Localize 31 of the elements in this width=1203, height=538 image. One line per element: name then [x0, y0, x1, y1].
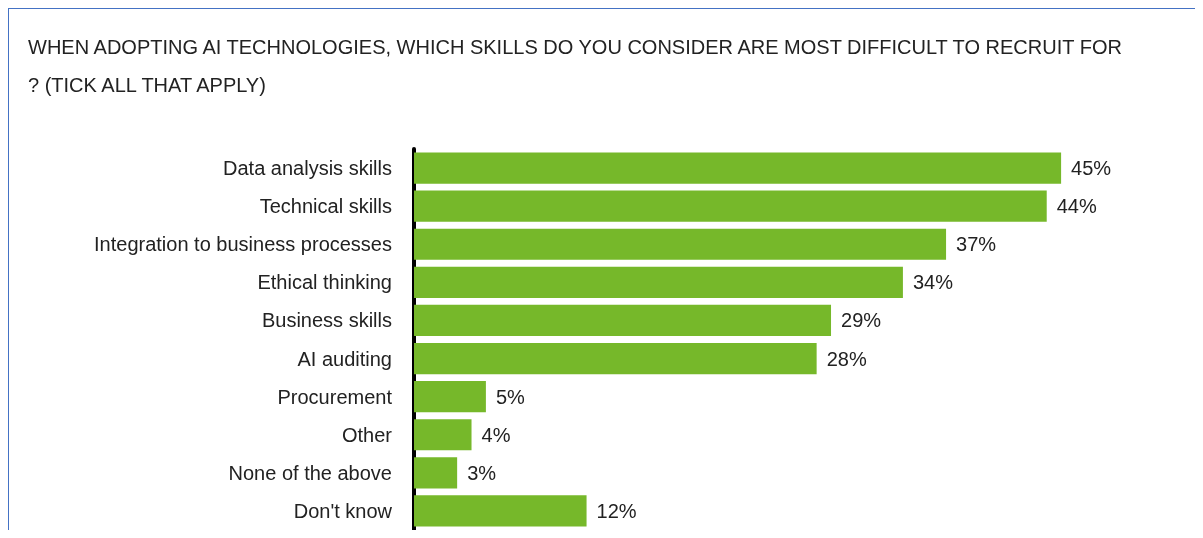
bar — [414, 152, 1062, 184]
bar — [414, 228, 947, 260]
data-label: 45% — [1071, 157, 1112, 180]
y-tick-label: AI auditing — [297, 347, 392, 370]
y-tick-label: Don't know — [293, 499, 393, 522]
data-label: 29% — [841, 309, 882, 332]
bar — [414, 266, 903, 298]
bar — [414, 381, 486, 413]
bar — [414, 304, 832, 337]
data-label: 44% — [1056, 195, 1097, 218]
y-tick-label: Other — [341, 423, 393, 446]
data-label: 12% — [596, 499, 637, 522]
bar — [414, 419, 472, 451]
y-tick-label: Procurement — [277, 385, 393, 408]
data-label: 34% — [912, 271, 954, 294]
y-tick-label: Ethical thinking — [257, 271, 392, 294]
data-label: 3% — [467, 461, 497, 484]
data-label: 28% — [826, 347, 867, 370]
bar — [414, 342, 817, 375]
data-label: 4% — [481, 423, 511, 446]
data-label: 5% — [495, 385, 526, 408]
data-label: 37% — [956, 233, 997, 256]
bar — [414, 457, 458, 489]
y-tick-label: Business skills — [261, 309, 392, 332]
y-tick-label: None of the above — [228, 461, 392, 484]
bar — [414, 495, 587, 527]
bar — [414, 190, 1047, 222]
chart-title: WHEN ADOPTING AI TECHNOLOGIES, WHICH SKILLS DO YOU CONSIDER ARE MOST DIFFICULT TO RECRUIT FOR? (TICK ALL THAT APPLY) — [28, 36, 1122, 96]
y-tick-label: Technical skills — [259, 195, 392, 218]
y-tick-label: Integration to business processes — [94, 233, 392, 256]
y-tick-label: Data analysis skills — [223, 157, 392, 180]
